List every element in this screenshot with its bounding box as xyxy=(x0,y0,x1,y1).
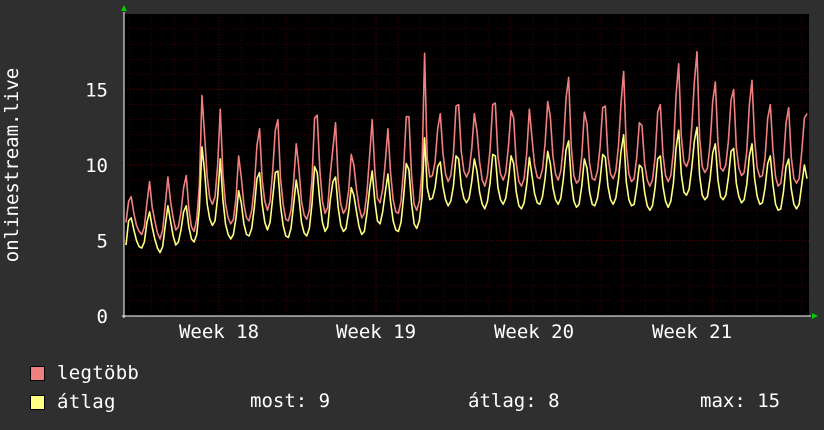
legtobb-swatch xyxy=(30,365,45,381)
y-axis-arrow xyxy=(121,5,127,11)
legend-item-legtobb: legtöbb xyxy=(30,362,139,384)
series-layer xyxy=(125,50,808,254)
axes: 0 5 10 15 Week 18 Week 19 Week 20 Week 21 xyxy=(85,5,818,343)
x-tick-label: Week 18 xyxy=(179,321,259,343)
series-line-atlag xyxy=(125,126,808,254)
legend-label-atlag: átlag xyxy=(57,391,116,413)
x-axis-arrow xyxy=(812,313,818,319)
atlag-swatch xyxy=(30,394,45,410)
stat-atlag-label: átlag: xyxy=(468,390,537,412)
stat-atlag-value: 8 xyxy=(548,390,560,412)
stat-most-label: most: xyxy=(250,390,308,412)
stat-atlag: átlag: 8 xyxy=(468,390,560,412)
y-tick-label: 5 xyxy=(97,231,108,253)
y-tick-label: 0 xyxy=(97,306,108,328)
y-axis-label: onlinestream.live xyxy=(1,68,23,262)
x-tick-label: Week 20 xyxy=(494,321,574,343)
y-tick-label: 15 xyxy=(85,80,108,102)
series-line-legtobb xyxy=(125,50,808,240)
stat-max-value: 15 xyxy=(757,390,781,412)
y-tick-label: 10 xyxy=(85,155,108,177)
grid xyxy=(124,14,809,316)
stat-max-label: max: xyxy=(700,390,746,412)
x-tick-label: Week 21 xyxy=(652,321,732,343)
stat-max: max: 15 xyxy=(700,390,780,412)
stat-most: most: 9 xyxy=(250,390,330,412)
x-tick-label: Week 19 xyxy=(336,321,416,343)
legend-item-atlag: átlag xyxy=(30,391,116,413)
legend-label-legtobb: legtöbb xyxy=(57,362,140,384)
stat-most-value: 9 xyxy=(318,390,331,412)
